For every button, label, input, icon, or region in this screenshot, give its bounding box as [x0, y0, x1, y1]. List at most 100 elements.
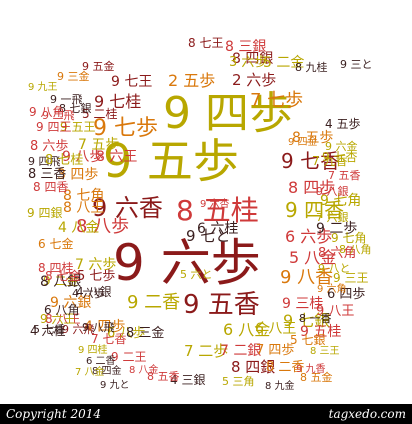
cloud-word: 9 六金 — [325, 140, 358, 153]
word-cloud: 9 四歩 9 五歩 9 六歩 8 五桂 9 六香 9 五香 9 七歩 8 八歩 9 七桂 8 七王… — [27, 37, 373, 392]
cloud-word: 9 九王 — [28, 82, 58, 93]
cloud-word: 6 七金 — [38, 237, 74, 251]
cloud-word: 4 八銀 — [76, 285, 112, 299]
cloud-word: 8 七銀 — [59, 102, 92, 115]
cloud-word: 8 六歩 — [30, 139, 69, 154]
cloud-word: 4 八金 — [58, 220, 100, 236]
cloud-word: 9 四桂 — [78, 345, 108, 356]
cloud-word: 9 一飛 — [50, 93, 83, 106]
cloud-word: 8 三銀 — [225, 39, 267, 55]
cloud-word: 2 六歩 — [232, 71, 277, 89]
cloud-word: 3 四歩 — [57, 167, 99, 183]
cloud-word: 9 六杏 — [200, 199, 230, 210]
cloud-word: 9 四飛 — [28, 155, 61, 168]
cloud-word: 8 八金 — [129, 365, 159, 376]
cloud-word: 8 八角 — [339, 243, 372, 256]
cloud-word: 9 七銀 — [283, 311, 331, 330]
cloud-word: 6 八歩 — [107, 326, 146, 341]
cloud-word: 8 九桂 — [295, 61, 328, 74]
cloud-word: 9 七桂 — [94, 92, 142, 111]
cloud-word: 9 五歩 — [103, 134, 239, 188]
cloud-word: 6 六桂 — [197, 221, 239, 237]
cloud-word: 6 八金 — [223, 320, 271, 339]
cloud-word: 7 七歩 — [250, 90, 304, 111]
cloud-word: 3 六歩 — [229, 55, 268, 70]
cloud-word: 9 五王 — [60, 120, 96, 134]
cloud-word: 9 七角 — [320, 193, 362, 209]
cloud-word: 7 六銀 — [316, 211, 349, 224]
cloud-word: 9 三金 — [57, 70, 90, 83]
cloud-word: 9 六香 — [92, 194, 163, 222]
cloud-word: 8 九金 — [265, 381, 295, 392]
cloud-word: 8 四銀 — [231, 358, 276, 376]
cloud-word: 9 七王 — [111, 74, 153, 90]
cloud-word: 8 七角 — [63, 188, 105, 204]
cloud-word: 9 四歩 — [163, 88, 293, 139]
cloud-word: 7 八金 — [75, 367, 105, 378]
cloud-word: 9 五桂 — [300, 324, 342, 340]
cloud-word: 8 七金 — [45, 269, 81, 283]
cloud-word: 8 八歩 — [76, 216, 130, 237]
cloud-word: 8 二香 — [266, 360, 305, 375]
cloud-word: 5 七香 — [33, 323, 66, 336]
cloud-word: 8 五香 — [147, 370, 180, 383]
cloud-word: 9 六歩 — [113, 234, 261, 292]
brand-link[interactable]: tagxedo.com — [328, 407, 406, 421]
cloud-word: 9 二香 — [127, 292, 181, 313]
copyright-text: Copyright 2014 — [6, 407, 102, 421]
cloud-word: 9 九と — [100, 380, 130, 391]
cloud-word: 9 七角 — [331, 231, 367, 245]
cloud-word: 9 八と — [318, 262, 351, 275]
cloud-word: 9 七杏 — [322, 150, 358, 164]
cloud-word: 9 三と — [340, 58, 373, 71]
cloud-word: 5 八金 — [289, 248, 337, 267]
cloud-word: 9 五金 — [82, 60, 115, 73]
cloud-word: 5 七歩 — [77, 269, 116, 284]
cloud-word: 8 三金 — [126, 326, 165, 341]
cloud-word: 7 四歩 — [256, 343, 295, 358]
cloud-word: 9 七と — [186, 227, 231, 245]
cloud-word: 7 六歩 — [75, 257, 117, 273]
cloud-word: 6 四歩 — [327, 287, 366, 302]
cloud-word: 8 八銀 — [40, 274, 82, 290]
cloud-word: 9 二歩 — [316, 221, 358, 237]
cloud-word: 9 二王 — [111, 350, 147, 364]
cloud-word: 8 五歩 — [292, 130, 334, 146]
cloud-word: 6 八王 — [255, 321, 297, 337]
cloud-word: 8 五桂 — [176, 194, 259, 227]
cloud-word: 9 三桂 — [282, 296, 324, 312]
cloud-word: 7 五香 — [328, 169, 361, 182]
cloud-word: 9 八銀 — [316, 185, 349, 198]
cloud-word: 9 三王 — [333, 271, 369, 285]
cloud-word: 6 八角 — [44, 303, 80, 317]
cloud-word: 8 四銀 — [232, 51, 274, 67]
cloud-word: 9 六飛 — [62, 323, 95, 336]
cloud-word: 6 二香 — [86, 356, 116, 367]
cloud-word: 9 七香 — [281, 149, 341, 173]
cloud-word: 7 五歩 — [78, 137, 120, 153]
cloud-word: 8 三王 — [310, 346, 340, 357]
cloud-word: 8 一香 — [299, 312, 332, 325]
cloud-word: 9 七歩 — [93, 116, 158, 141]
cloud-word: 7 七香 — [91, 332, 127, 346]
cloud-word: 2 五歩 — [168, 71, 216, 90]
cloud-word: 6 六歩 — [285, 227, 333, 246]
cloud-word: 9 九香 — [296, 364, 326, 375]
cloud-word: 8 八王 — [45, 312, 81, 326]
cloud-word: 9 八王 — [316, 304, 355, 319]
cloud-word: 4 四歩 — [84, 319, 126, 335]
cloud-word: 4 六歩 — [72, 287, 105, 300]
cloud-word: 9 四金 — [288, 137, 318, 148]
cloud-word: 8 四歩 — [288, 178, 336, 197]
cloud-word: 9 六王 — [40, 312, 76, 326]
cloud-word: 9 六角 — [317, 284, 347, 295]
cloud-word: 8 七桂 — [45, 153, 84, 168]
cloud-word: 5 二金 — [263, 55, 305, 71]
cloud-word: 9 二金 — [43, 274, 79, 288]
cloud-word: 5 三角 — [222, 375, 255, 388]
cloud-word: 9 八飛 — [82, 321, 115, 334]
cloud-word: 8 六角 — [318, 246, 357, 261]
cloud-word: 9 八歩 — [62, 149, 104, 165]
cloud-word: 4 六桂 — [30, 324, 66, 338]
cloud-word: 7 九香 — [312, 154, 348, 168]
